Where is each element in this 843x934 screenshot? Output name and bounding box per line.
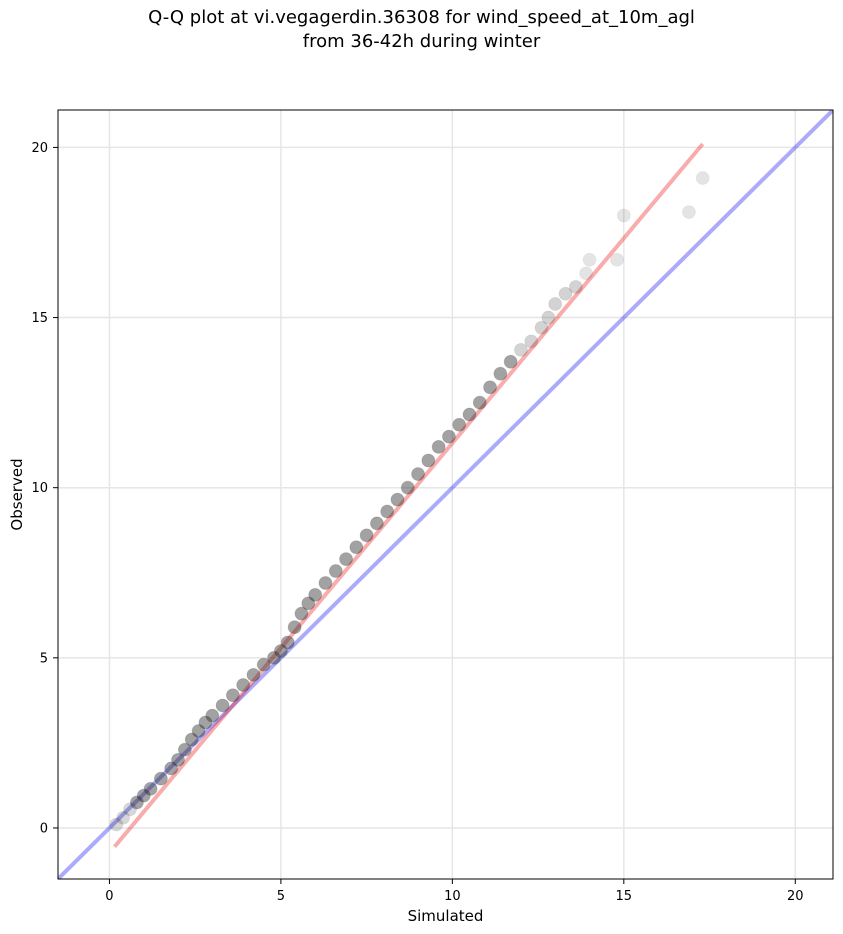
chart-title-line-2: from 36-42h during winter (302, 31, 541, 52)
quantile-point (184, 732, 199, 747)
quantile-point (205, 708, 220, 723)
quantile-point (431, 439, 446, 454)
quantile-point (695, 171, 710, 185)
quantile-point (294, 606, 309, 621)
y-tick-label: 5 (40, 651, 48, 666)
quantile-point (610, 252, 624, 267)
quantile-point (452, 417, 467, 432)
quantile-point (328, 564, 343, 578)
quantile-point (390, 492, 405, 507)
quantile-point (503, 354, 518, 369)
quantile-point (198, 715, 213, 730)
ticks: 0 5 10 15 20 0 5 10 15 20 (31, 141, 803, 904)
x-tick-label: 20 (787, 889, 804, 904)
x-tick-label: 10 (444, 889, 461, 904)
quantile-point (462, 407, 477, 422)
y-tick-label: 15 (31, 311, 48, 326)
quantile-point (136, 788, 151, 803)
quantile-point (568, 280, 583, 294)
quantile-point (349, 540, 364, 555)
quantile-point (411, 467, 425, 481)
quantile-point (191, 724, 206, 738)
quantile-point (236, 678, 251, 692)
quantile-point (171, 753, 185, 767)
quantile-point (256, 657, 271, 672)
quantile-point (483, 380, 497, 395)
quantile-point (225, 688, 240, 703)
quantile-point (153, 771, 168, 786)
quantile-point (558, 286, 573, 301)
lines (58, 110, 833, 879)
quantile-point (280, 635, 295, 650)
chart-title: Q-Q plot at vi.vegagerdin.36308 for wind… (0, 6, 843, 54)
grid (58, 110, 833, 879)
quantile-point (359, 528, 374, 543)
quantile-point (215, 698, 230, 713)
quantile-point (579, 266, 593, 281)
plot-frame (57, 109, 834, 880)
quantile-point (129, 795, 144, 810)
quantile-point (380, 504, 395, 519)
quantile-points (109, 171, 710, 832)
quantile-point (514, 342, 528, 357)
quantile-point (116, 810, 131, 825)
x-tick-label: 5 (277, 889, 285, 904)
quantile-point (123, 802, 137, 817)
quantile-point (318, 576, 333, 590)
quantile-point (143, 781, 158, 796)
y-axis-label: Observed (8, 458, 26, 530)
quantile-point (287, 620, 302, 635)
chart-title-line-1: Q-Q plot at vi.vegagerdin.36308 for wind… (148, 7, 695, 28)
quantile-point (400, 480, 415, 495)
quantile-point (493, 366, 508, 381)
quantile-point (308, 587, 323, 602)
y-tick-label: 20 (31, 141, 48, 156)
quantile-point (339, 552, 353, 567)
quantile-point (370, 516, 384, 531)
quantile-point (301, 596, 316, 611)
quantile-point (548, 297, 563, 311)
quantile-point (273, 644, 288, 658)
quantile-point (582, 252, 597, 267)
fit-line (113, 142, 705, 848)
y-tick-label: 0 (40, 821, 48, 836)
quantile-point (177, 742, 192, 757)
x-axis-label: Simulated (408, 907, 484, 925)
quantile-point (541, 310, 556, 325)
quantile-point (682, 205, 696, 219)
quantile-point (421, 453, 436, 468)
quantile-point (616, 208, 631, 223)
quantile-point (164, 761, 179, 776)
quantile-point (472, 395, 487, 410)
quantile-point (109, 817, 124, 832)
quantile-point (442, 429, 456, 444)
x-tick-label: 15 (616, 889, 633, 904)
quantile-point (534, 320, 549, 335)
quantile-point (267, 650, 281, 665)
reference-line (58, 110, 833, 879)
quantile-point (246, 667, 261, 682)
x-tick-label: 0 (105, 889, 113, 904)
quantile-point (524, 334, 539, 349)
y-tick-label: 10 (31, 481, 48, 496)
